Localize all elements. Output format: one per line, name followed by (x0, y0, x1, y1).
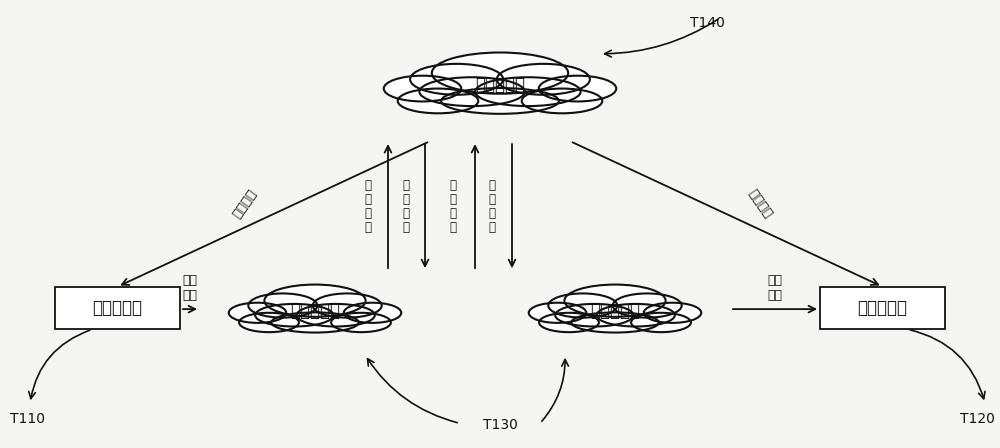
Ellipse shape (548, 293, 617, 318)
Ellipse shape (644, 303, 701, 323)
Text: T140: T140 (690, 16, 725, 30)
Text: 处理
请求: 处理 请求 (182, 274, 198, 302)
Text: 加密外包: 加密外包 (230, 187, 260, 221)
Ellipse shape (631, 313, 691, 332)
Text: 外
包
凭
证: 外 包 凭 证 (402, 179, 410, 233)
FancyBboxPatch shape (820, 287, 945, 329)
Ellipse shape (564, 284, 666, 317)
Text: 安
全
外
包: 安 全 外 包 (364, 179, 372, 233)
Ellipse shape (597, 304, 675, 327)
Ellipse shape (497, 64, 590, 95)
Ellipse shape (398, 89, 478, 113)
Ellipse shape (539, 76, 616, 101)
Ellipse shape (475, 77, 581, 106)
Ellipse shape (555, 304, 633, 327)
Text: 私有云平台: 私有云平台 (290, 302, 340, 320)
Text: 数据检索方: 数据检索方 (858, 299, 908, 317)
Ellipse shape (522, 89, 602, 113)
Ellipse shape (419, 77, 525, 106)
Text: T130: T130 (483, 418, 517, 432)
Ellipse shape (441, 88, 559, 114)
Text: 排
序
结
果: 排 序 结 果 (450, 179, 456, 233)
Ellipse shape (331, 313, 391, 332)
Ellipse shape (384, 76, 461, 101)
Text: 私有云平台: 私有云平台 (590, 302, 640, 320)
Ellipse shape (271, 312, 359, 332)
Text: 密
文
检
索: 密 文 检 索 (488, 179, 496, 233)
Text: 密文检索: 密文检索 (745, 187, 775, 221)
Text: 处理
请求: 处理 请求 (767, 274, 782, 302)
Ellipse shape (613, 293, 682, 318)
Text: T110: T110 (10, 412, 45, 426)
Ellipse shape (432, 52, 568, 94)
Ellipse shape (410, 64, 503, 95)
Ellipse shape (344, 303, 401, 323)
Ellipse shape (229, 303, 286, 323)
Ellipse shape (313, 293, 382, 318)
Ellipse shape (264, 284, 366, 317)
Text: 数据所有方: 数据所有方 (92, 299, 143, 317)
FancyBboxPatch shape (55, 287, 180, 329)
Ellipse shape (297, 304, 375, 327)
Ellipse shape (529, 303, 586, 323)
Ellipse shape (571, 312, 659, 332)
Text: T120: T120 (960, 412, 995, 426)
Ellipse shape (539, 313, 599, 332)
Ellipse shape (248, 293, 317, 318)
Ellipse shape (239, 313, 299, 332)
Ellipse shape (255, 304, 333, 327)
Text: 公有云平台: 公有云平台 (475, 76, 525, 94)
